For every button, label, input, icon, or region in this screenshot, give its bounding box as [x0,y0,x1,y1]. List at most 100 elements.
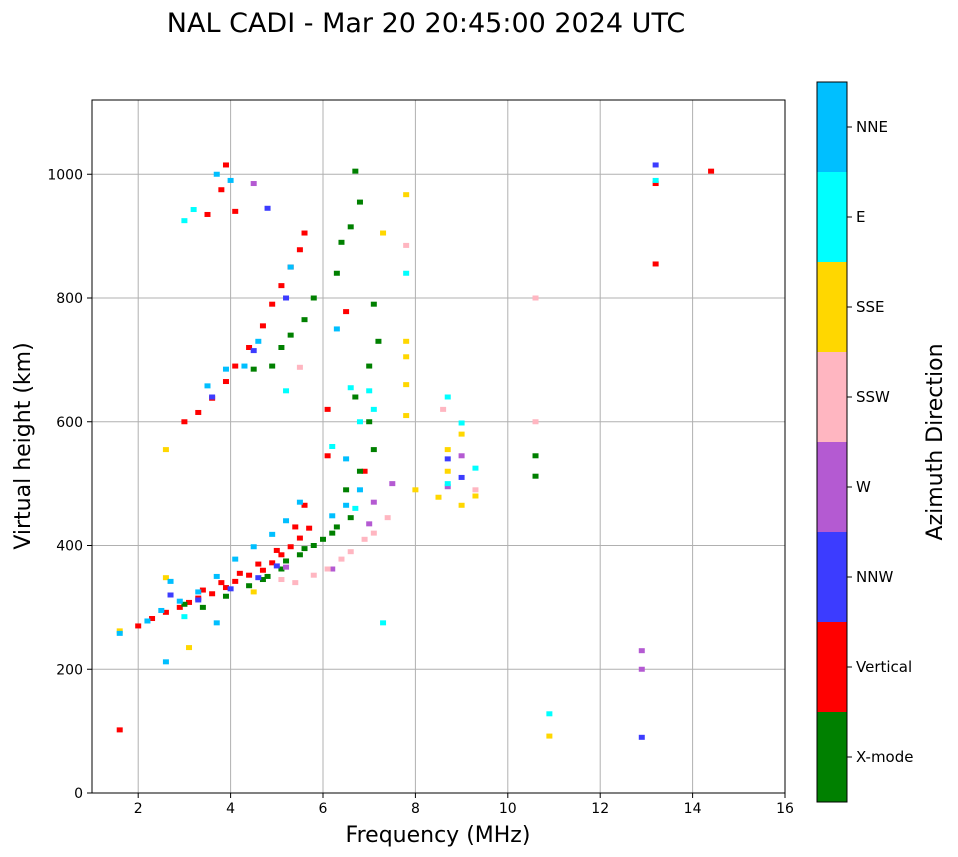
colorbar-tick-label: NNW [856,568,893,586]
data-point [361,468,368,474]
data-point [162,609,169,615]
data-point [162,447,169,453]
data-point [310,572,317,578]
data-point [116,630,123,636]
data-point [472,493,479,499]
data-point [366,521,373,527]
y-tick-label: 600 [56,415,83,431]
data-point [227,177,234,183]
data-point [213,573,220,579]
data-point [324,566,331,572]
data-point [310,295,317,301]
data-point [301,546,308,552]
data-point [199,587,206,593]
data-point [273,563,280,569]
data-point [278,577,285,583]
data-point [227,586,234,592]
data-point [283,388,290,394]
x-tick-label: 14 [684,801,702,817]
data-point [329,513,336,519]
data-point [236,570,243,576]
data-point [246,583,253,589]
data-point [296,364,303,370]
data-point [301,317,308,323]
data-point [343,309,350,315]
data-point [278,566,285,572]
data-point [356,419,363,425]
data-point [403,413,410,419]
data-point [255,575,262,581]
y-tick-label: 200 [56,662,83,678]
y-tick-label: 800 [56,291,83,307]
data-point [232,556,239,562]
data-point [287,544,294,550]
data-point [176,598,183,604]
data-point [283,518,290,524]
data-point [204,211,211,217]
data-point [380,230,387,236]
data-point [532,453,539,459]
data-point [306,525,313,531]
y-tick-label: 400 [56,539,83,555]
data-point [333,524,340,530]
data-point [458,420,465,426]
data-point [186,645,193,651]
data-point [269,531,276,537]
data-point [232,208,239,214]
data-point [209,394,216,400]
data-point [347,515,354,521]
y-axis-label: Virtual height (km) [11,342,36,549]
data-point [329,566,336,572]
data-point [412,487,419,493]
data-point [472,487,479,493]
data-point [403,242,410,248]
data-point [222,379,229,385]
data-point [209,591,216,597]
data-point [301,502,308,508]
data-point [222,162,229,168]
data-point [222,593,229,599]
x-tick-label: 6 [319,801,328,817]
data-point [181,218,188,224]
data-point [135,623,142,629]
data-point [444,484,451,490]
data-point [116,727,123,733]
x-tick-label: 4 [226,801,235,817]
data-point [246,572,253,578]
data-point [343,487,350,493]
data-point [708,168,715,174]
x-axis-label: Frequency (MHz) [346,823,531,848]
data-point [458,453,465,459]
data-point [403,382,410,388]
data-point [278,552,285,558]
data-point [546,711,553,717]
data-point [190,207,197,213]
colorbar-label: Azimuth Direction [923,343,948,540]
data-point [273,547,280,553]
x-tick-label: 12 [591,801,609,817]
x-axis: 2 4 6 8 10 12 14 16 [134,793,794,817]
data-point [652,181,659,187]
y-axis: 0 200 400 600 800 1000 [47,167,92,802]
colorbar-segment [817,622,847,712]
data-point [259,567,266,573]
data-point [283,564,290,570]
data-point [347,224,354,230]
data-point [652,177,659,183]
data-point [403,270,410,276]
data-point [213,620,220,626]
data-point [186,599,193,605]
data-point [195,589,202,595]
colorbar-segment [817,532,847,622]
colorbar-segment [817,352,847,442]
data-point [532,473,539,479]
data-point [292,580,299,586]
data-point [343,456,350,462]
data-point [287,264,294,270]
colorbar-segment [817,172,847,262]
data-point [329,444,336,449]
colorbar-tick-label: X-mode [856,748,913,766]
data-point [444,468,451,474]
y-tick-label: 1000 [47,167,83,183]
data-point [403,338,410,344]
